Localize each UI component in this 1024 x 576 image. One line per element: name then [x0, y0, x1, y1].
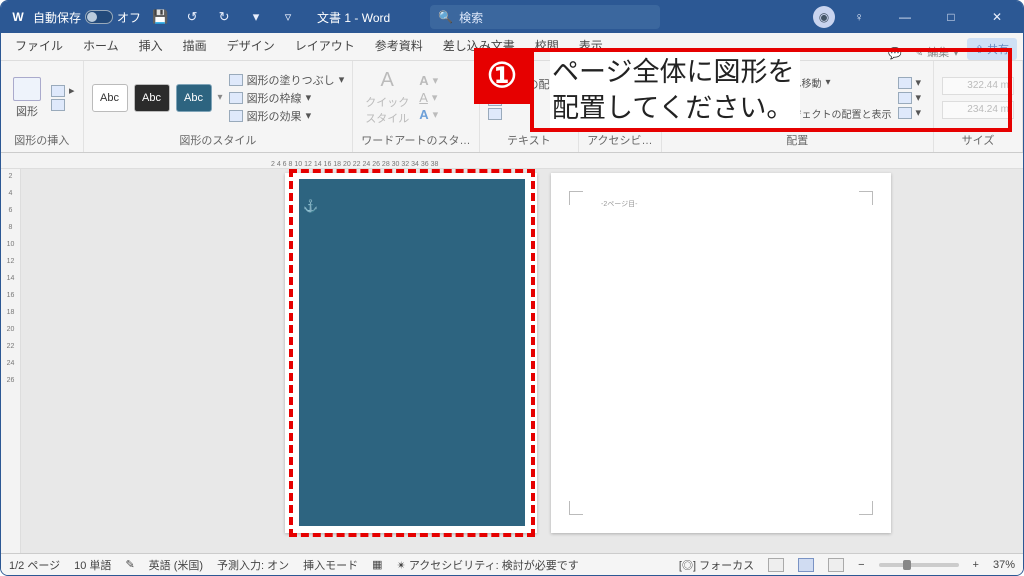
document-title: 文書 1 - Word — [317, 9, 390, 26]
status-page[interactable]: 1/2 ページ — [9, 557, 60, 573]
shape-outline-button[interactable]: 図形の枠線 ▾ — [229, 90, 345, 106]
titlebar: W 自動保存 オフ 💾 ↺ ↻ ▾ ▿ 文書 1 - Word 🔍 検索 ◉ ♀… — [1, 1, 1023, 33]
annotation-box: ページ全体に図形を 配置してください。 — [530, 48, 1012, 132]
vertical-ruler: 2468101214161820222426 — [1, 169, 21, 553]
group-label-wordart: ワードアートのスタ… — [361, 130, 470, 150]
redo-icon[interactable]: ↻ — [211, 4, 237, 30]
read-mode-icon[interactable] — [768, 558, 784, 572]
undo-icon[interactable]: ↺ — [179, 4, 205, 30]
search-placeholder: 検索 — [459, 9, 483, 26]
toggle-switch-icon[interactable] — [85, 10, 113, 24]
style-gallery-more-icon[interactable]: ▾ — [218, 92, 223, 103]
annotation-text: ページ全体に図形を 配置してください。 — [550, 52, 800, 129]
edit-shape-button[interactable]: ▸ — [51, 84, 75, 97]
shape-style-preset-2[interactable]: Abc — [134, 84, 170, 112]
text-outline-button[interactable]: A ▾ — [419, 90, 438, 105]
zoom-slider[interactable] — [879, 563, 959, 567]
group-label-size: サイズ — [942, 130, 1014, 150]
text-effects-button[interactable]: A ▾ — [419, 107, 438, 122]
group-label-text: テキスト — [488, 130, 571, 150]
shape-style-preset-1[interactable]: Abc — [92, 84, 128, 112]
shapes-gallery-button[interactable]: 図形 — [9, 75, 45, 121]
margin-mark-icon — [569, 191, 583, 205]
autosave-toggle[interactable]: 自動保存 オフ — [33, 9, 141, 26]
status-spellcheck-icon[interactable]: ✎ — [125, 558, 134, 571]
close-button[interactable]: ✕ — [975, 2, 1019, 32]
text-box-button[interactable] — [51, 99, 75, 111]
margin-mark-icon — [569, 501, 583, 515]
ribbon-group-insert-shapes: 図形 ▸ 図形の挿入 — [1, 61, 84, 152]
shape-fill-button[interactable]: 図形の塗りつぶし ▾ — [229, 72, 345, 88]
tab-draw[interactable]: 描画 — [175, 31, 215, 60]
search-icon: 🔍 — [438, 10, 453, 24]
word-app-icon: W — [9, 8, 27, 26]
save-icon[interactable]: 💾 — [147, 4, 173, 30]
account-avatar-icon[interactable]: ◉ — [813, 6, 835, 28]
autosave-state: オフ — [117, 9, 141, 26]
print-layout-icon[interactable] — [798, 558, 814, 572]
status-macro-icon[interactable]: ▦ — [372, 558, 382, 571]
margin-mark-icon — [859, 501, 873, 515]
page-2[interactable]: -2ページ目- — [551, 173, 891, 533]
tab-design[interactable]: デザイン — [219, 31, 283, 60]
maximize-button[interactable]: □ — [929, 2, 973, 32]
tab-references[interactable]: 参考資料 — [367, 31, 431, 60]
search-input[interactable]: 🔍 検索 — [430, 5, 660, 29]
ribbon-group-wordart: Aクイック スタイル A ▾ A ▾ A ▾ ワードアートのスタ… — [353, 61, 479, 152]
focus-mode-button[interactable]: [◎] フォーカス — [679, 557, 754, 573]
document-canvas[interactable]: 2468101214161820222426 -2ページ目- ⚓ — [1, 169, 1023, 553]
text-fill-button[interactable]: A ▾ — [419, 73, 438, 88]
instruction-annotation: ① ページ全体に図形を 配置してください。 — [474, 48, 1012, 132]
group-label-shape-styles: 図形のスタイル — [92, 130, 345, 150]
shape-effects-button[interactable]: 図形の効果 ▾ — [229, 108, 345, 124]
anchor-icon: ⚓ — [303, 199, 318, 213]
tab-layout[interactable]: レイアウト — [287, 31, 363, 60]
horizontal-ruler: 2 4 6 8 10 12 14 16 18 20 22 24 26 28 30… — [1, 153, 1023, 169]
page-2-header-text: -2ページ目- — [601, 199, 637, 209]
status-predictive[interactable]: 予測入力: オン — [217, 557, 289, 573]
tab-file[interactable]: ファイル — [7, 31, 71, 60]
zoom-in-button[interactable]: + — [973, 559, 979, 571]
zoom-out-button[interactable]: − — [858, 559, 864, 571]
annotation-number-badge: ① — [474, 48, 530, 104]
tab-home[interactable]: ホーム — [75, 31, 127, 60]
status-bar: 1/2 ページ 10 単語 ✎ 英語 (米国) 予測入力: オン 挿入モード ▦… — [1, 553, 1023, 575]
margin-mark-icon — [859, 191, 873, 205]
shape-selection-outline — [289, 169, 535, 537]
minimize-button[interactable]: — — [883, 2, 927, 32]
group-label-arrange: 配置 — [670, 130, 925, 150]
shape-style-preset-3[interactable]: Abc — [176, 84, 212, 112]
autosave-label: 自動保存 — [33, 9, 81, 26]
zoom-level[interactable]: 37% — [993, 559, 1015, 571]
group-label-accessibility: アクセシビ… — [587, 130, 652, 150]
qat-more-icon[interactable]: ▿ — [275, 4, 301, 30]
web-layout-icon[interactable] — [828, 558, 844, 572]
status-accessibility[interactable]: ✴ アクセシビリティ: 検討が必要です — [397, 557, 579, 573]
ribbon-group-shape-styles: Abc Abc Abc ▾ 図形の塗りつぶし ▾ 図形の枠線 ▾ 図形の効果 ▾… — [84, 61, 354, 152]
status-word-count[interactable]: 10 単語 — [74, 557, 111, 573]
status-language[interactable]: 英語 (米国) — [149, 557, 203, 573]
status-insert-mode[interactable]: 挿入モード — [303, 557, 358, 573]
qat-dropdown-icon[interactable]: ▾ — [243, 4, 269, 30]
tab-insert[interactable]: 挿入 — [131, 31, 171, 60]
quick-styles-button[interactable]: Aクイック スタイル — [361, 67, 413, 128]
group-label-insert-shapes: 図形の挿入 — [9, 130, 75, 150]
help-icon[interactable]: ♀ — [837, 2, 881, 32]
